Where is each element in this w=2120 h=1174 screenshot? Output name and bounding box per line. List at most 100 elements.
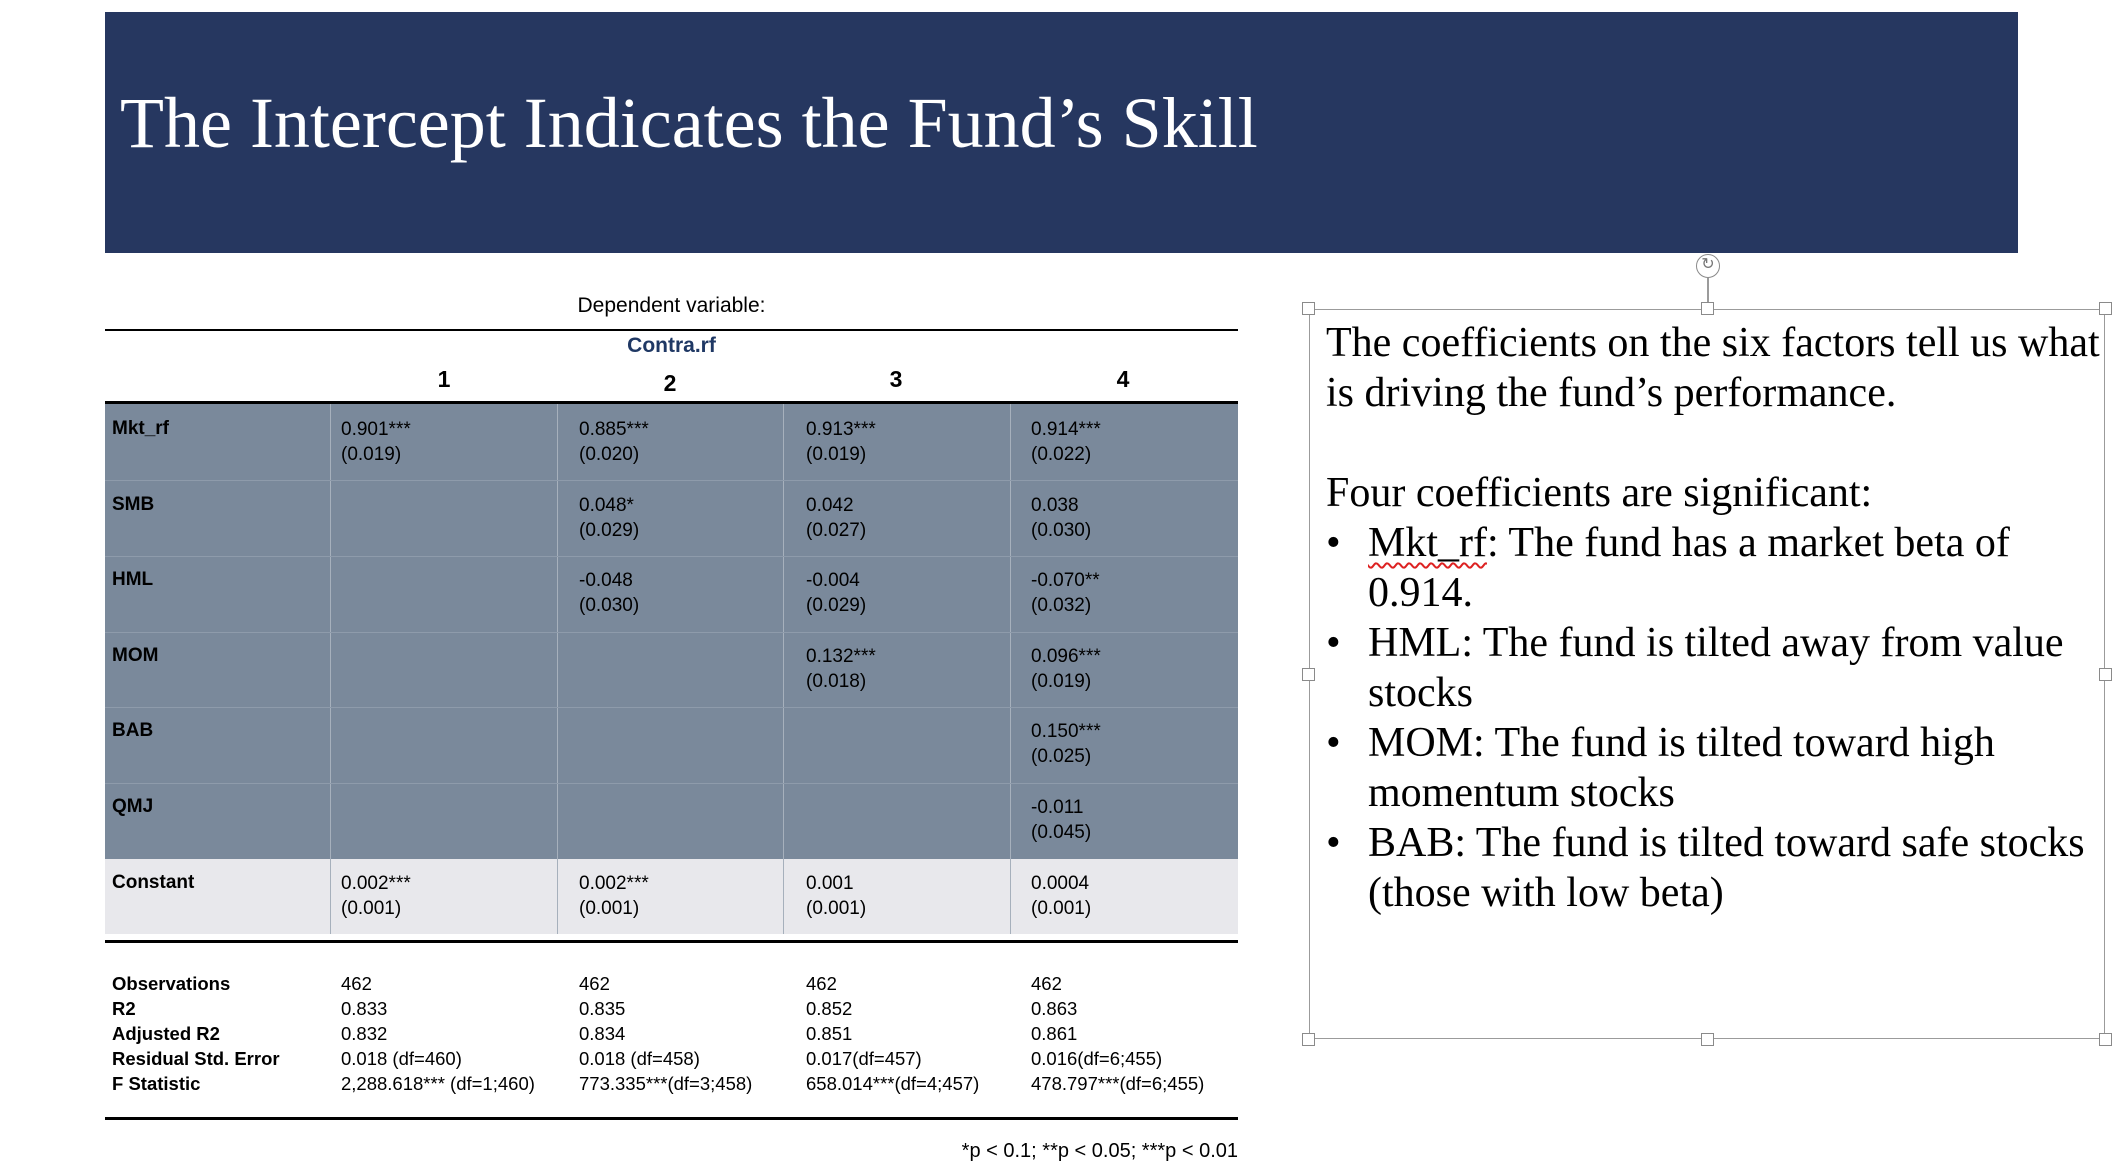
stat-value: 0.833 <box>341 998 388 1019</box>
resize-handle-bottom[interactable] <box>1701 1033 1714 1046</box>
row-label-mom: MOM <box>112 645 159 666</box>
stat-value: 2,288.618*** (df=1;460) <box>341 1073 535 1094</box>
row-label-qmj: QMJ <box>112 796 154 817</box>
coefficient-cell: 0.0004 (0.001) <box>1031 873 1092 919</box>
stat-label-r2: R2 <box>112 998 136 1019</box>
coefficient-cell: -0.070** (0.032) <box>1031 570 1100 616</box>
column-header-1: 1 <box>437 366 451 392</box>
column-divider <box>557 404 558 934</box>
bullet-term: MOM <box>1368 720 1474 766</box>
coefficient-cell: 0.132*** (0.018) <box>806 646 876 692</box>
stat-value: 478.797***(df=6;455) <box>1031 1073 1205 1094</box>
coefficient-cell: 0.096*** (0.019) <box>1031 646 1101 692</box>
row-divider <box>105 480 1238 481</box>
resize-handle-top-left[interactable] <box>1302 302 1315 315</box>
resize-handle-top[interactable] <box>1701 302 1714 315</box>
bullet-text: : The fund is tilted toward high momentu… <box>1368 720 1995 816</box>
textbox-spacer <box>1326 418 2106 468</box>
stat-label-residual-std-error: Residual Std. Error <box>112 1048 280 1069</box>
stat-value: 0.832 <box>341 1023 388 1044</box>
column-header-4: 4 <box>1116 366 1130 392</box>
coefficient-cell: 0.048* (0.029) <box>579 495 640 541</box>
textbox-intro: The coefficients on the six factors tell… <box>1326 320 2100 416</box>
stat-value: 0.018 (df=458) <box>579 1048 700 1069</box>
bullet-item-hml: HML: The fund is tilted away from value … <box>1326 618 2106 718</box>
stat-value: 658.014***(df=4;457) <box>806 1073 980 1094</box>
stat-label-adjusted-r2: Adjusted R2 <box>112 1023 220 1044</box>
bullet-item-bab: BAB: The fund is tilted toward safe stoc… <box>1326 818 2106 918</box>
coefficient-cell: -0.004 (0.029) <box>806 570 867 616</box>
column-header-3: 3 <box>889 366 903 392</box>
bullet-text: : The fund is tilted away from value sto… <box>1368 620 2064 716</box>
coefficient-cell: -0.048 (0.030) <box>579 570 640 616</box>
regression-table[interactable]: Dependent variable: Contra.rf 1 2 3 4 Mk… <box>105 288 1238 1168</box>
stat-value: 462 <box>341 973 372 994</box>
coefficient-cell: -0.011 (0.045) <box>1031 797 1092 843</box>
row-label-bab: BAB <box>112 720 154 741</box>
coefficient-cell: 0.002*** (0.001) <box>579 873 649 919</box>
significance-footnote: *p < 0.1; **p < 0.05; ***p < 0.01 <box>961 1140 1238 1162</box>
column-divider <box>330 404 331 934</box>
resize-handle-bottom-left[interactable] <box>1302 1033 1315 1046</box>
table-top-rule <box>105 329 1238 331</box>
textbox-lead: Four coefficients are significant: <box>1326 470 1873 516</box>
stats-rule <box>105 940 1238 943</box>
stat-value: 0.018 (df=460) <box>341 1048 462 1069</box>
row-label-constant: Constant <box>112 872 195 893</box>
header-rule <box>105 401 1238 404</box>
stat-value: 0.851 <box>806 1023 853 1044</box>
row-divider <box>105 783 1238 784</box>
resize-handle-top-right[interactable] <box>2099 302 2112 315</box>
column-divider <box>783 404 784 934</box>
slide-title[interactable]: The Intercept Indicates the Fund’s Skill <box>120 83 1258 163</box>
row-divider <box>105 707 1238 708</box>
row-divider <box>105 556 1238 557</box>
coefficient-cell: 0.001 (0.001) <box>806 873 867 919</box>
constant-band <box>105 859 1238 934</box>
bullet-item-mom: MOM: The fund is tilted toward high mome… <box>1326 718 2106 818</box>
dependent-variable-label: Dependent variable: <box>577 294 766 317</box>
stat-value: 0.834 <box>579 1023 626 1044</box>
stat-value: 0.016(df=6;455) <box>1031 1048 1163 1069</box>
resize-handle-left[interactable] <box>1302 668 1315 681</box>
stat-value: 0.017(df=457) <box>806 1048 922 1069</box>
stat-value: 0.835 <box>579 998 626 1019</box>
resize-handle-bottom-right[interactable] <box>2099 1033 2112 1046</box>
stat-label-f-statistic: F Statistic <box>112 1073 201 1094</box>
stat-value: 0.861 <box>1031 1023 1078 1044</box>
row-label-smb: SMB <box>112 494 155 515</box>
column-header-2: 2 <box>663 370 677 396</box>
coefficient-cell: 0.913*** (0.019) <box>806 419 876 465</box>
stat-value: 462 <box>1031 973 1062 994</box>
stat-value: 773.335***(df=3;458) <box>579 1073 753 1094</box>
stat-value: 462 <box>806 973 837 994</box>
row-label-mkt-rf: Mkt_rf <box>112 418 170 439</box>
coefficient-cell: 0.901*** (0.019) <box>341 419 411 465</box>
stat-value: 0.852 <box>806 998 853 1019</box>
slide-title-bar: The Intercept Indicates the Fund’s Skill <box>105 12 2018 253</box>
bullet-term: HML <box>1368 620 1462 666</box>
dependent-variable-name: Contra.rf <box>627 334 716 357</box>
column-divider <box>1010 404 1011 934</box>
rotate-handle-icon[interactable]: ↻ <box>1696 254 1720 278</box>
bullet-text: : The fund is tilted toward safe stocks … <box>1368 820 2085 916</box>
stat-value: 462 <box>579 973 610 994</box>
coefficient-cell: 0.042 (0.027) <box>806 495 867 541</box>
stat-value: 0.863 <box>1031 998 1078 1019</box>
rotate-handle-stem <box>1707 278 1709 309</box>
significant-factors-list: Mkt_rf: The fund has a market beta of 0.… <box>1326 518 2106 918</box>
textbox-content[interactable]: The coefficients on the six factors tell… <box>1326 318 2106 918</box>
table-bottom-rule <box>105 1117 1238 1120</box>
coefficient-cell: 0.150*** (0.025) <box>1031 721 1101 767</box>
coefficient-cell: 0.885*** (0.020) <box>579 419 649 465</box>
row-divider <box>105 632 1238 633</box>
bullet-text: : The fund has a market beta of 0.914. <box>1368 520 2010 616</box>
coefficient-cell: 0.002*** (0.001) <box>341 873 411 919</box>
stat-label-observations: Observations <box>112 973 231 994</box>
bullet-item-mkt-rf: Mkt_rf: The fund has a market beta of 0.… <box>1326 518 2106 618</box>
coefficient-cell: 0.038 (0.030) <box>1031 495 1092 541</box>
row-label-hml: HML <box>112 569 154 590</box>
coefficient-cell: 0.914*** (0.022) <box>1031 419 1101 465</box>
bullet-term: BAB <box>1368 820 1455 866</box>
bullet-term: Mkt_rf <box>1368 520 1487 566</box>
